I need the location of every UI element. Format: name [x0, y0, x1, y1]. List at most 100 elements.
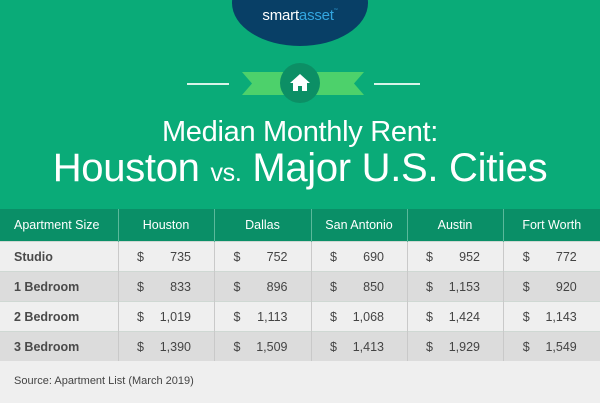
rent-cell: $690 [310, 241, 407, 272]
rent-cell: $952 [406, 241, 503, 272]
rent-value: $896 [234, 280, 292, 294]
amount: 752 [266, 249, 288, 264]
rent-cell: $1,113 [213, 301, 311, 332]
divider-line-right [374, 83, 420, 85]
rent-value: $1,929 [426, 340, 484, 354]
currency-symbol: $ [522, 339, 530, 354]
currency-symbol: $ [233, 309, 241, 324]
rent-cell: $735 [117, 241, 214, 272]
rent-cell: $1,143 [502, 301, 600, 332]
rent-value: $833 [137, 280, 195, 294]
logo-text-asset: asset [298, 7, 334, 24]
table-row: Studio $735 $752 $690 $952 $772 [0, 241, 600, 272]
header-banner: smartasset™ Median Monthly Rent: Houston… [0, 0, 600, 209]
rent-value: $1,509 [234, 340, 292, 354]
currency-symbol: $ [330, 339, 337, 354]
rent-cell: $920 [502, 271, 600, 302]
rent-value: $952 [426, 250, 484, 264]
amount: 1,424 [448, 309, 480, 324]
currency-symbol: $ [426, 279, 433, 294]
rent-cell: $1,390 [117, 331, 214, 361]
rent-cell: $850 [310, 271, 407, 302]
currency-symbol: $ [522, 279, 530, 294]
rent-value: $1,549 [523, 340, 581, 354]
amount: 896 [266, 279, 288, 294]
rent-cell: $772 [502, 241, 600, 272]
rent-value: $752 [234, 250, 292, 264]
amount: 1,390 [159, 339, 191, 354]
rent-cell: $1,068 [310, 301, 407, 332]
row-label: 2 Bedroom [0, 301, 118, 332]
currency-symbol: $ [330, 249, 337, 264]
row-label: Studio [0, 241, 118, 272]
smartasset-logo: smartasset™ [232, 7, 368, 24]
currency-symbol: $ [137, 279, 144, 294]
rent-cell: $1,019 [117, 301, 214, 332]
currency-symbol: $ [330, 309, 337, 324]
amount: 1,068 [352, 309, 384, 324]
header-dallas: Dallas [213, 209, 311, 242]
table-header-row: Apartment Size Houston Dallas San Antoni… [0, 209, 600, 242]
row-label: 1 Bedroom [0, 271, 118, 302]
rent-value: $1,413 [330, 340, 388, 354]
rent-value: $1,019 [137, 310, 195, 324]
rent-cell: $1,424 [406, 301, 503, 332]
title-line-2: Houston vs. Major U.S. Cities [0, 146, 600, 191]
amount: 772 [555, 249, 577, 264]
amount: 1,113 [257, 309, 288, 324]
amount: 1,549 [545, 339, 577, 354]
rent-cell: $1,929 [406, 331, 503, 361]
rent-value: $850 [330, 280, 388, 294]
rent-value: $735 [137, 250, 195, 264]
table-row: 1 Bedroom $833 $896 $850 $1,153 $920 [0, 271, 600, 302]
currency-symbol: $ [137, 249, 144, 264]
trademark: ™ [333, 7, 338, 12]
amount: 1,509 [256, 339, 288, 354]
currency-symbol: $ [426, 309, 433, 324]
header-austin: Austin [406, 209, 503, 242]
amount: 850 [363, 279, 384, 294]
rent-cell: $752 [213, 241, 311, 272]
amount: 1,019 [159, 309, 191, 324]
amount: 1,929 [448, 339, 480, 354]
title-line-1: Median Monthly Rent: [161, 116, 439, 148]
currency-symbol: $ [426, 249, 433, 264]
rent-value: $1,424 [426, 310, 484, 324]
rent-value: $690 [330, 250, 388, 264]
title-vs: vs. [210, 159, 242, 187]
currency-symbol: $ [426, 339, 433, 354]
currency-symbol: $ [522, 309, 530, 324]
amount: 952 [459, 249, 480, 264]
amount: 1,143 [545, 309, 577, 324]
amount: 833 [170, 279, 191, 294]
logo-text-smart: smart [262, 7, 299, 24]
header-san-antonio: San Antonio [310, 209, 407, 242]
rent-table: Apartment Size Houston Dallas San Antoni… [0, 209, 600, 361]
logo-badge: smartasset™ [232, 0, 368, 46]
title-rest: Major U.S. Cities [252, 146, 548, 190]
amount: 1,413 [352, 339, 384, 354]
rent-cell: $1,509 [213, 331, 311, 361]
amount: 1,153 [448, 279, 480, 294]
header-apartment-size: Apartment Size [0, 209, 118, 242]
title-city: Houston [52, 146, 200, 190]
rent-cell: $1,413 [310, 331, 407, 361]
source-note: Source: Apartment List (March 2019) [14, 375, 194, 387]
amount: 690 [363, 249, 384, 264]
rent-value: $1,153 [426, 280, 484, 294]
rent-cell: $833 [117, 271, 214, 302]
amount: 920 [555, 279, 577, 294]
table-row: 3 Bedroom $1,390 $1,509 $1,413 $1,929 $1,549 [0, 331, 600, 361]
rent-value: $1,113 [234, 310, 292, 324]
home-icon [290, 74, 310, 91]
home-icon-circle [280, 63, 320, 103]
header-houston: Houston [117, 209, 214, 242]
currency-symbol: $ [330, 279, 337, 294]
rent-value: $772 [523, 250, 581, 264]
rent-value: $1,143 [523, 310, 581, 324]
amount: 735 [170, 249, 191, 264]
rent-cell: $1,549 [502, 331, 600, 361]
header-fort-worth: Fort Worth [502, 209, 600, 242]
rent-value: $1,068 [330, 310, 388, 324]
currency-symbol: $ [522, 249, 530, 264]
